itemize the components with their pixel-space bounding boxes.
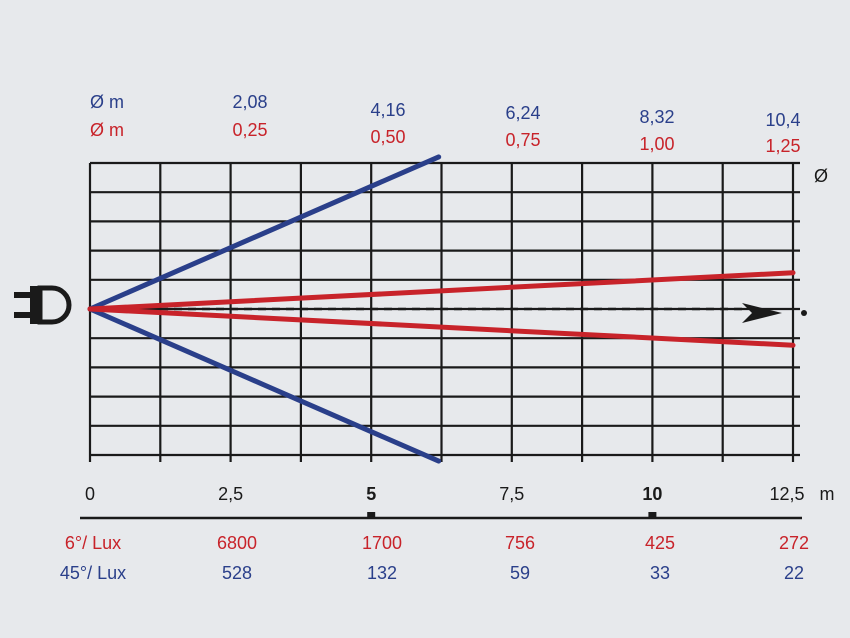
x-axis-tick-marker	[367, 512, 376, 518]
x-axis	[80, 512, 802, 520]
beam-wide-upper	[87, 154, 442, 312]
diameter-row-label: Ø m	[90, 92, 124, 112]
lux-value: 1700	[362, 533, 402, 553]
diameter-symbol: Ø	[814, 166, 828, 186]
diameter-value: 1,25	[765, 136, 800, 156]
lux-value: 6800	[217, 533, 257, 553]
diameter-value: 8,32	[639, 107, 674, 127]
x-axis-tick-marker	[648, 512, 657, 518]
lux-value: 22	[784, 563, 804, 583]
axis-dot	[801, 310, 807, 316]
lux-value: 132	[367, 563, 397, 583]
x-tick-label: 10	[642, 484, 662, 504]
diameter-value: 10,4	[765, 110, 800, 130]
lux-value: 33	[650, 563, 670, 583]
lux-row-label: 6°/ Lux	[65, 533, 121, 553]
diameter-value: 2,08	[232, 92, 267, 112]
diameter-value: 0,75	[505, 130, 540, 150]
diameter-value: 1,00	[639, 134, 674, 154]
lux-value: 425	[645, 533, 675, 553]
diameter-value: 0,25	[232, 120, 267, 140]
x-tick-label: 5	[366, 484, 376, 504]
arrow-head-icon	[742, 303, 782, 323]
x-unit-label: m	[820, 484, 835, 504]
beam-narrow-lower	[87, 306, 796, 348]
x-tick-label: 0	[85, 484, 95, 504]
lux-row-label: 45°/ Lux	[60, 563, 126, 583]
diameter-row-label: Ø m	[90, 120, 124, 140]
x-tick-label: 2,5	[218, 484, 243, 504]
x-tick-label: 7,5	[499, 484, 524, 504]
beam-narrow-upper	[87, 270, 796, 312]
beam-lines	[87, 154, 807, 464]
lux-value: 59	[510, 563, 530, 583]
diameter-value: 4,16	[370, 100, 405, 120]
beam-wide-lower	[87, 306, 442, 464]
x-tick-label: 12,5	[769, 484, 804, 504]
labels: 0 2,5 5 7,5 10 12,5 m Ø Ø m 2,08 4,16 6,24 8,32 10,4 Ø…	[60, 92, 835, 583]
diameter-value: 6,24	[505, 103, 540, 123]
diameter-value: 0,50	[370, 127, 405, 147]
lux-value: 528	[222, 563, 252, 583]
lamp-icon	[14, 285, 72, 325]
lux-value: 272	[779, 533, 809, 553]
lux-value: 756	[505, 533, 535, 553]
